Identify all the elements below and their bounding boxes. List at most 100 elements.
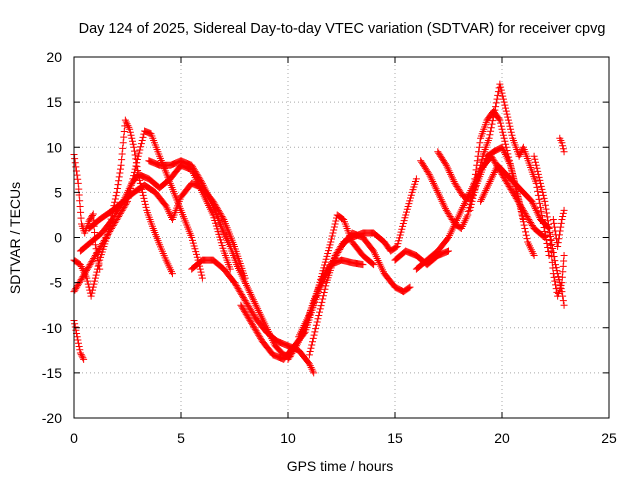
data-point bbox=[231, 280, 239, 288]
data-point bbox=[243, 300, 251, 308]
data-point bbox=[136, 146, 144, 154]
data-point bbox=[73, 171, 81, 179]
data-point bbox=[559, 142, 567, 150]
data-point bbox=[426, 172, 434, 180]
data-point bbox=[397, 228, 405, 236]
data-point bbox=[141, 200, 149, 208]
data-point bbox=[134, 152, 142, 160]
data-point bbox=[138, 136, 146, 144]
data-point bbox=[131, 151, 139, 159]
data-point bbox=[442, 205, 450, 213]
data-point bbox=[82, 268, 90, 276]
data-point bbox=[558, 139, 566, 147]
data-point bbox=[544, 217, 552, 225]
data-point bbox=[71, 320, 79, 328]
data-point bbox=[309, 334, 317, 342]
data-point bbox=[114, 181, 122, 189]
data-point bbox=[103, 232, 111, 240]
data-point bbox=[71, 155, 79, 163]
data-point bbox=[116, 165, 124, 173]
data-point bbox=[527, 220, 535, 228]
data-point bbox=[523, 235, 531, 243]
data-point bbox=[316, 308, 324, 316]
data-point bbox=[233, 283, 241, 291]
data-point bbox=[500, 98, 508, 106]
data-point bbox=[499, 95, 507, 103]
data-point bbox=[527, 218, 535, 226]
data-point bbox=[324, 247, 332, 255]
data-point bbox=[190, 166, 198, 174]
data-point bbox=[480, 190, 488, 198]
data-point bbox=[72, 163, 80, 171]
data-point bbox=[478, 155, 486, 163]
data-point bbox=[435, 190, 443, 198]
data-point bbox=[242, 310, 250, 318]
data-point bbox=[312, 325, 320, 333]
data-point bbox=[444, 165, 452, 173]
data-point bbox=[331, 220, 339, 228]
data-point bbox=[239, 274, 247, 282]
data-point bbox=[107, 226, 115, 234]
data-point bbox=[88, 289, 96, 297]
data-point bbox=[245, 315, 253, 323]
data-point bbox=[330, 226, 338, 234]
data-point bbox=[501, 101, 509, 109]
data-point bbox=[481, 188, 489, 196]
data-point bbox=[311, 328, 319, 336]
data-point bbox=[133, 155, 141, 163]
data-point bbox=[500, 147, 508, 155]
data-point bbox=[217, 211, 225, 219]
data-point bbox=[93, 268, 101, 276]
data-point bbox=[556, 227, 564, 235]
data-point bbox=[255, 308, 263, 316]
data-point bbox=[109, 214, 117, 222]
data-point bbox=[498, 143, 506, 151]
data-point bbox=[560, 206, 568, 214]
data-point bbox=[189, 164, 197, 172]
data-point bbox=[543, 209, 551, 217]
data-point bbox=[477, 196, 485, 204]
data-point bbox=[506, 159, 514, 167]
data-point bbox=[124, 187, 132, 195]
data-point bbox=[488, 120, 496, 128]
data-point bbox=[406, 283, 414, 291]
data-point bbox=[549, 215, 557, 223]
data-point bbox=[195, 173, 203, 181]
data-point bbox=[530, 252, 538, 260]
data-point bbox=[124, 122, 132, 130]
data-point bbox=[125, 185, 133, 193]
data-point bbox=[550, 273, 558, 281]
data-point bbox=[194, 172, 202, 180]
data-point bbox=[131, 165, 139, 173]
data-point bbox=[546, 230, 554, 238]
data-point bbox=[479, 192, 487, 200]
data-point bbox=[491, 167, 499, 175]
data-point bbox=[370, 261, 378, 269]
data-point bbox=[399, 222, 407, 230]
data-point bbox=[470, 188, 478, 196]
data-point bbox=[240, 295, 248, 303]
data-point bbox=[534, 167, 542, 175]
series-track-14 bbox=[412, 152, 549, 273]
data-point bbox=[516, 201, 524, 209]
data-point bbox=[502, 104, 510, 112]
data-point bbox=[554, 243, 562, 251]
data-point bbox=[533, 208, 541, 216]
y-tick-label: -20 bbox=[42, 410, 62, 426]
data-point bbox=[231, 279, 238, 287]
data-point bbox=[467, 203, 475, 211]
data-point bbox=[329, 229, 337, 237]
data-point bbox=[244, 301, 252, 309]
data-point bbox=[250, 298, 258, 306]
data-point bbox=[508, 168, 516, 176]
data-point bbox=[501, 137, 509, 145]
data-point bbox=[127, 181, 135, 189]
data-point bbox=[255, 331, 263, 339]
data-point bbox=[508, 131, 516, 139]
data-point bbox=[471, 185, 479, 193]
data-point bbox=[332, 217, 340, 225]
data-point bbox=[326, 241, 334, 249]
data-point bbox=[120, 127, 128, 135]
y-tick-label: 5 bbox=[54, 184, 62, 200]
data-point bbox=[486, 178, 494, 186]
